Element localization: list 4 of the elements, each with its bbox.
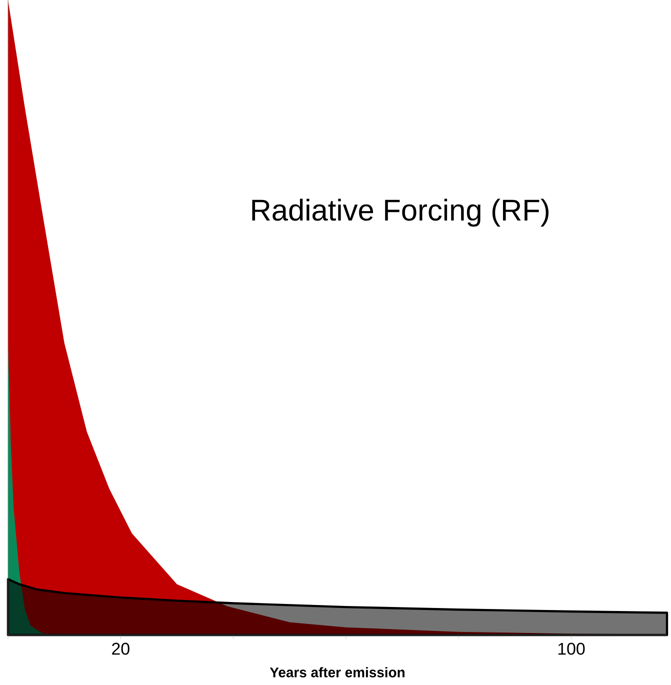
x-axis-title: Years after emission xyxy=(270,667,404,678)
text: Radiative Forcing (RF) xyxy=(252,198,548,227)
x-tick-label: 20 xyxy=(112,642,130,655)
x-tick-label: 100 xyxy=(558,642,585,655)
